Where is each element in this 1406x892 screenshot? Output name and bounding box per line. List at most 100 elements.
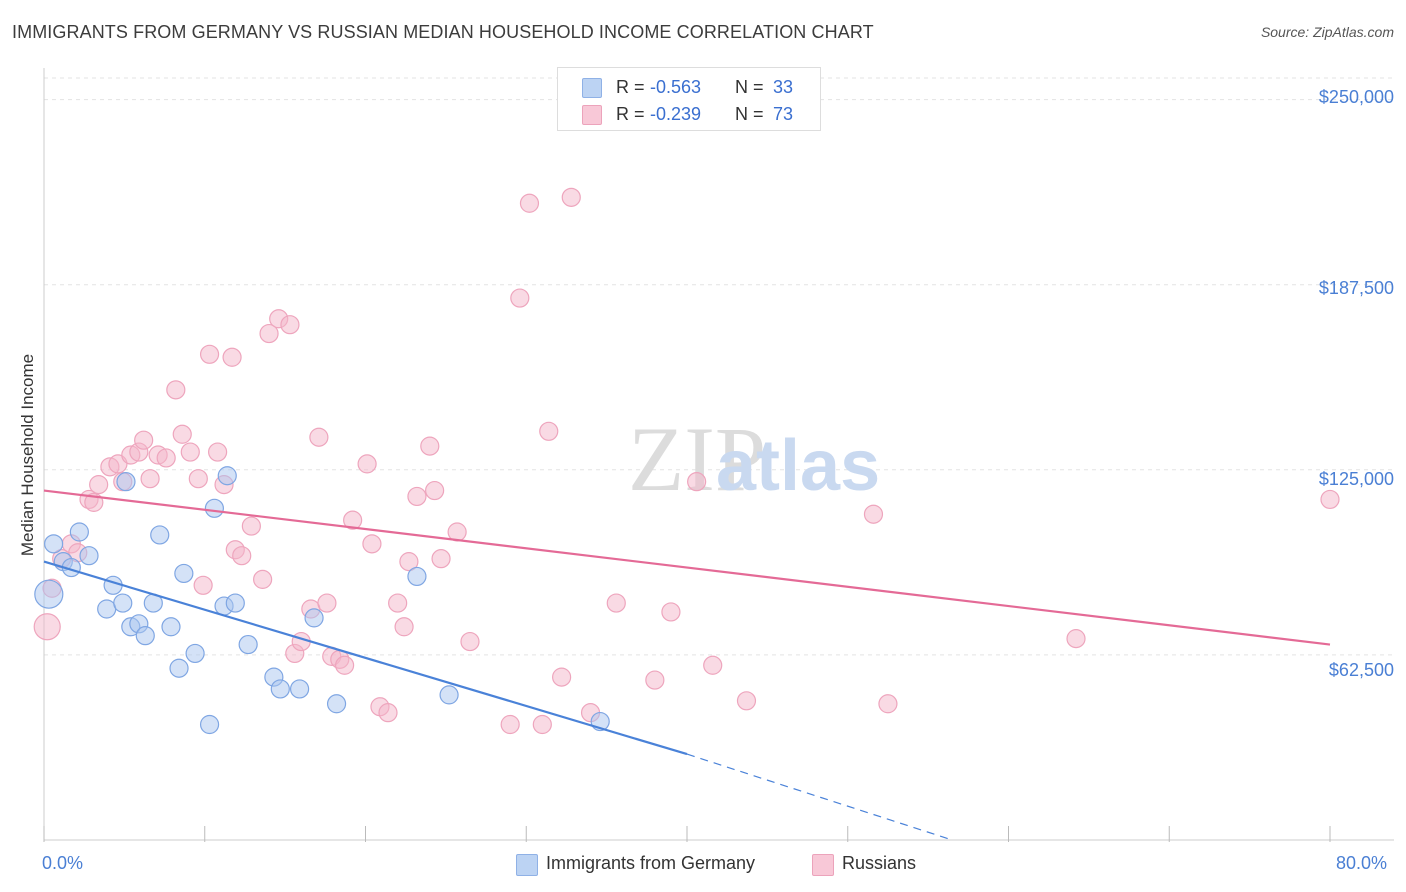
germany-point bbox=[34, 579, 64, 609]
watermark-atlas: atlas bbox=[716, 426, 880, 506]
russians-point bbox=[425, 480, 445, 501]
x-tick-label-min: 0.0% bbox=[42, 853, 84, 873]
russians-point bbox=[863, 504, 884, 524]
germany-trend-extension bbox=[686, 753, 953, 841]
x-tick-label-max: 80.0% bbox=[1336, 853, 1388, 873]
legend-n-label: N = bbox=[735, 104, 764, 124]
russians-point bbox=[552, 667, 572, 687]
legend-row-russians: R = -0.239 N = 73 bbox=[558, 100, 820, 130]
germany-point bbox=[174, 563, 194, 584]
russians-point bbox=[362, 534, 382, 554]
legend-r-value: -0.563 bbox=[650, 77, 702, 97]
russians-point bbox=[317, 593, 337, 613]
russians-point bbox=[241, 516, 261, 536]
germany-point bbox=[439, 685, 459, 705]
chart-title: IMMIGRANTS FROM GERMANY VS RUSSIAN MEDIA… bbox=[12, 22, 874, 42]
germany-point bbox=[199, 714, 220, 735]
russians-point bbox=[140, 469, 160, 489]
russians-point bbox=[1320, 489, 1340, 510]
russians-point bbox=[335, 655, 355, 675]
russians-point bbox=[280, 315, 300, 335]
russians-point bbox=[645, 670, 665, 690]
y-tick-label: $250,000 bbox=[1318, 87, 1394, 107]
germany-point bbox=[185, 643, 205, 664]
legend-r-value: -0.239 bbox=[650, 104, 702, 124]
germany-point bbox=[169, 658, 189, 678]
legend-r-label: R = bbox=[616, 77, 645, 97]
russians-point bbox=[407, 486, 427, 507]
russians-point bbox=[180, 442, 200, 462]
russians-point bbox=[172, 424, 192, 444]
germany-trend-line bbox=[43, 560, 688, 756]
germany-point bbox=[113, 593, 133, 613]
russians-point bbox=[394, 617, 414, 637]
y-axis-label: Median Household Income bbox=[18, 353, 37, 557]
germany-point bbox=[161, 617, 181, 637]
russians-point bbox=[606, 593, 626, 613]
russians-point bbox=[357, 454, 377, 474]
russians-point bbox=[166, 380, 186, 400]
russians-point bbox=[253, 569, 273, 589]
germany-point bbox=[135, 626, 155, 646]
correlation-legend: R = -0.563 N = 33 R = -0.239 N = 73 bbox=[557, 67, 821, 131]
russians-point bbox=[208, 442, 228, 462]
germany-point bbox=[407, 566, 427, 587]
russians-trend-line bbox=[43, 489, 1331, 646]
legend-r-label: R = bbox=[616, 104, 645, 124]
germany-point bbox=[79, 546, 99, 566]
russians-point bbox=[309, 427, 329, 447]
russians-point bbox=[378, 703, 398, 723]
russians-point bbox=[343, 510, 363, 530]
germany-point bbox=[225, 593, 245, 613]
russians-point bbox=[431, 549, 451, 569]
russians-point bbox=[703, 655, 723, 675]
russians-point bbox=[193, 575, 213, 595]
gridlines bbox=[44, 77, 1394, 656]
germany-point bbox=[270, 679, 290, 699]
russians-point bbox=[259, 323, 279, 344]
germany-point bbox=[97, 599, 117, 619]
trend-lines bbox=[43, 489, 1331, 841]
germany-point bbox=[217, 466, 237, 486]
russians-point bbox=[1066, 629, 1086, 649]
russians-point bbox=[510, 288, 530, 308]
germany-point bbox=[150, 525, 170, 545]
russians-point bbox=[188, 469, 208, 489]
source-credit: Source: ZipAtlas.com bbox=[1260, 24, 1394, 40]
russians-point bbox=[222, 347, 242, 367]
germany-points bbox=[34, 466, 610, 735]
russians-point bbox=[519, 193, 540, 213]
germany-point bbox=[116, 472, 136, 492]
russians-point bbox=[661, 602, 681, 622]
germany-point bbox=[69, 522, 89, 542]
russians-point bbox=[532, 714, 552, 735]
russians-point bbox=[232, 546, 252, 566]
germany-point bbox=[289, 679, 310, 699]
germany-point bbox=[326, 694, 347, 714]
russians-point bbox=[687, 472, 707, 492]
y-tick-label: $62,500 bbox=[1328, 660, 1394, 680]
russians-point bbox=[33, 613, 61, 641]
bottom-legend-swatch-russians bbox=[812, 854, 834, 876]
legend-n-value: 33 bbox=[773, 77, 794, 97]
russians-point bbox=[89, 475, 109, 495]
russians-point bbox=[539, 421, 559, 441]
russians-point bbox=[736, 691, 757, 711]
russians-point bbox=[134, 430, 154, 450]
germany-point bbox=[204, 498, 224, 518]
germany-point bbox=[44, 534, 64, 554]
legend-n-value: 73 bbox=[773, 104, 794, 124]
y-tick-label: $125,000 bbox=[1318, 469, 1394, 489]
bottom-legend-label-germany: Immigrants from Germany bbox=[546, 853, 756, 873]
legend-row-germany: R = -0.563 N = 33 bbox=[558, 73, 820, 103]
y-tick-label: $187,500 bbox=[1318, 278, 1394, 298]
russians-point bbox=[399, 552, 419, 572]
bottom-legend-swatch-germany bbox=[516, 854, 538, 876]
russians-point bbox=[156, 448, 176, 468]
russians-point bbox=[561, 187, 581, 207]
legend-n-label: N = bbox=[735, 77, 764, 97]
legend-swatch-germany bbox=[582, 78, 602, 98]
watermark-zip: ZIP bbox=[628, 408, 766, 510]
russians-point bbox=[460, 631, 480, 652]
